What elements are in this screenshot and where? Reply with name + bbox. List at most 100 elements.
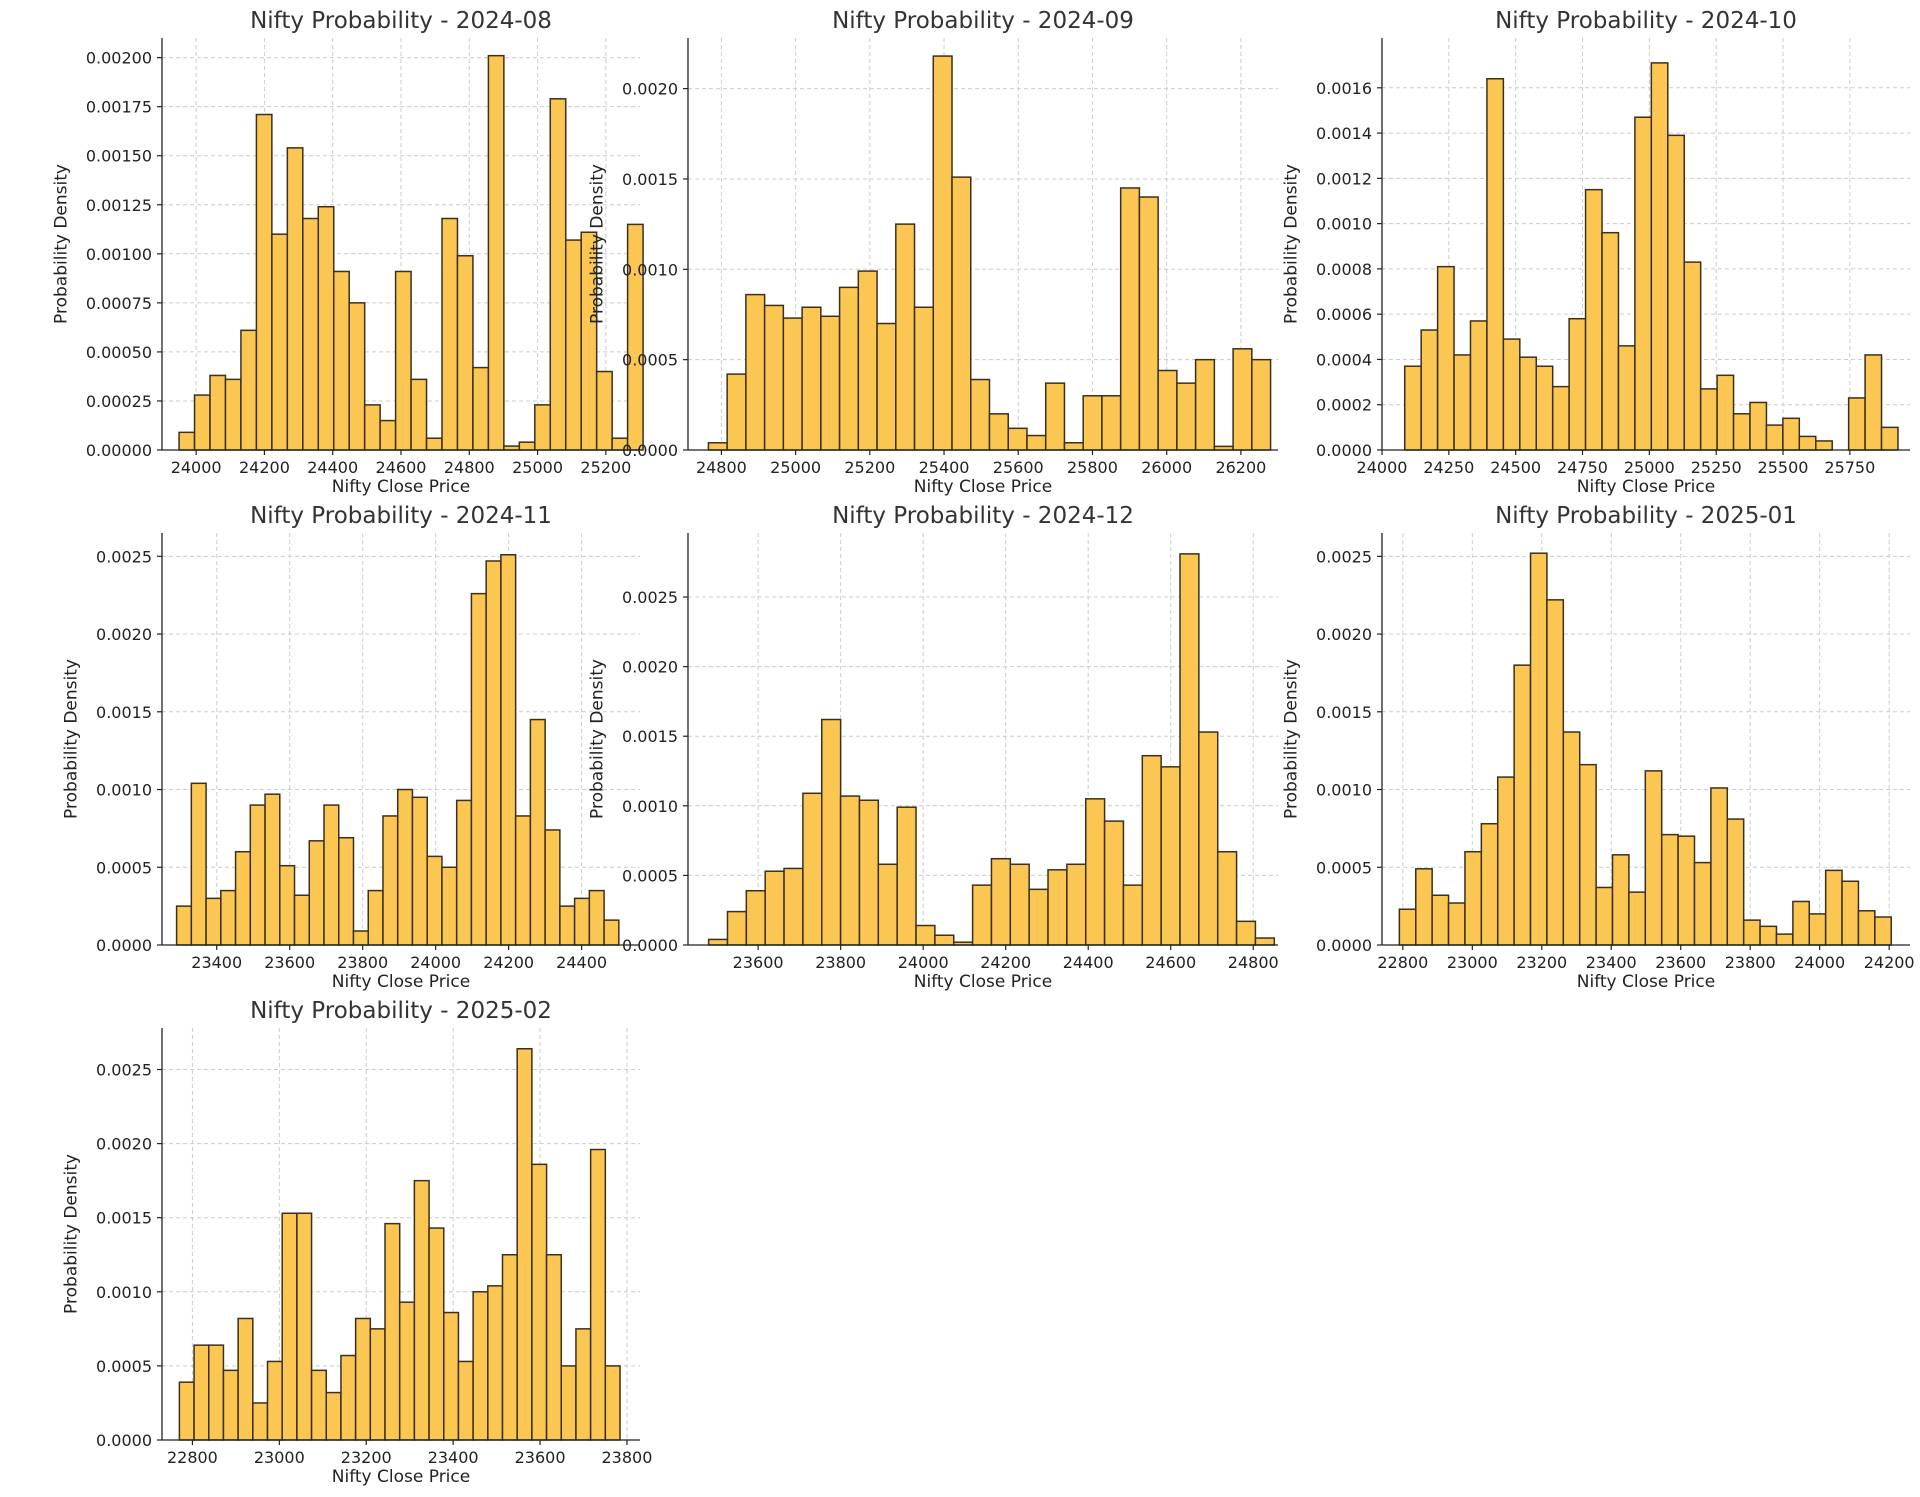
histogram-bar [1644,770,1663,946]
histogram-bar [1502,338,1521,451]
y-tick-label: 0.0015 [622,170,678,189]
y-tick-label: 0.0010 [622,260,678,279]
y-tick-label: 0.00175 [86,98,152,117]
histogram-bar [1683,261,1702,451]
y-tick-label: 0.0025 [96,547,152,566]
histogram-bar [485,560,502,946]
histogram-bar [545,1253,563,1441]
histogram-bar [1792,900,1811,946]
x-tick-label: 23800 [1725,953,1776,972]
histogram-bar [193,394,211,451]
histogram-bar [564,239,582,451]
histogram-bar [516,1047,533,1441]
histogram-bar [1194,358,1216,451]
histogram-bar [456,255,474,451]
histogram-bar [588,889,605,946]
histogram-bar [534,404,552,451]
histogram-bar [1044,382,1066,451]
histogram-bar [782,317,803,451]
y-tick-label: 0.0010 [1316,781,1372,800]
x-tick-label: 22800 [1377,953,1428,972]
x-tick-label: 24000 [898,953,949,972]
y-tick-label: 0.0000 [1316,936,1372,955]
histogram-bar [222,1369,239,1441]
histogram-bar [472,366,490,451]
histogram-bar [1160,766,1181,946]
histogram-bar [455,799,473,946]
histogram-bar [801,306,822,451]
histogram-bar [193,1344,210,1441]
y-tick-label: 0.00025 [86,392,152,411]
chart-title: Nifty Probability - 2024-12 [832,503,1134,529]
histogram-bar [240,329,258,451]
histogram-bar [1815,440,1833,451]
histogram-bar [589,1148,607,1441]
histogram-bar [1847,397,1866,451]
histogram-bar [1084,798,1106,946]
y-tick-label: 0.00100 [86,245,152,264]
histogram-bar [249,804,266,946]
histogram-bar [382,815,399,946]
histogram-bar [1436,265,1455,451]
histogram-bar [1047,869,1068,946]
histogram-bar [209,374,227,451]
x-tick-label: 24200 [1864,953,1915,972]
chart-title: Nifty Probability - 2024-08 [250,8,552,34]
histogram-bar [1009,863,1030,946]
x-tick-label: 24500 [1490,458,1541,477]
histogram-bar [1119,187,1141,451]
x-tick-label: 24200 [980,953,1031,972]
histogram-bar [1157,369,1178,451]
y-tick-label: 0.0002 [1316,396,1372,415]
x-tick-label: 25000 [770,458,821,477]
y-tick-label: 0.00200 [86,49,152,68]
x-tick-label: 22800 [167,1448,218,1467]
histogram-bar [487,1285,504,1441]
histogram-bar [858,799,880,946]
histogram-bar [1469,320,1488,451]
histogram-bar [234,850,252,946]
histogram-bar [384,1222,401,1441]
y-tick-label: 0.0015 [96,703,152,722]
histogram-bar [1216,850,1238,946]
histogram-bar [1759,925,1778,946]
histogram-bar [500,554,517,946]
x-tick-label: 25400 [919,458,970,477]
histogram-bar [237,1317,254,1441]
histogram-bar [363,404,381,451]
x-tick-label: 23200 [1516,953,1567,972]
y-axis-label: Probability Density [62,1154,82,1314]
histogram-bar [255,113,273,451]
histogram-bar [1710,787,1729,946]
histogram-bar [895,223,916,451]
y-tick-label: 0.0006 [1316,305,1372,324]
histogram-bar [1880,426,1899,451]
histogram-bar [441,217,459,451]
x-tick-label: 24200 [239,458,290,477]
x-tick-label: 24250 [1423,458,1474,477]
histogram-bar [224,378,242,451]
histogram-bar [457,1360,474,1441]
x-tick-label: 23200 [341,1448,392,1467]
histogram-bar [1138,196,1159,451]
histogram-bar [367,889,384,946]
x-tick-label: 24000 [1357,458,1408,477]
histogram-bar [802,792,823,946]
histogram-bar [603,919,620,946]
x-tick-label: 23600 [1655,953,1706,972]
histogram-bar [1486,77,1505,451]
histogram-bar [1578,763,1597,946]
y-tick-label: 0.0016 [1316,79,1372,98]
chart-title: Nifty Probability - 2024-11 [250,503,552,529]
histogram-bar [821,718,842,946]
histogram-bar [178,1381,195,1441]
histogram-bar [271,233,289,451]
y-tick-label: 0.0010 [1316,215,1372,234]
histogram-bar [1601,231,1620,451]
x-tick-label: 24400 [307,458,358,477]
histogram-bar [264,793,281,946]
histogram-bar [340,1354,357,1441]
histogram-bar [379,419,397,451]
